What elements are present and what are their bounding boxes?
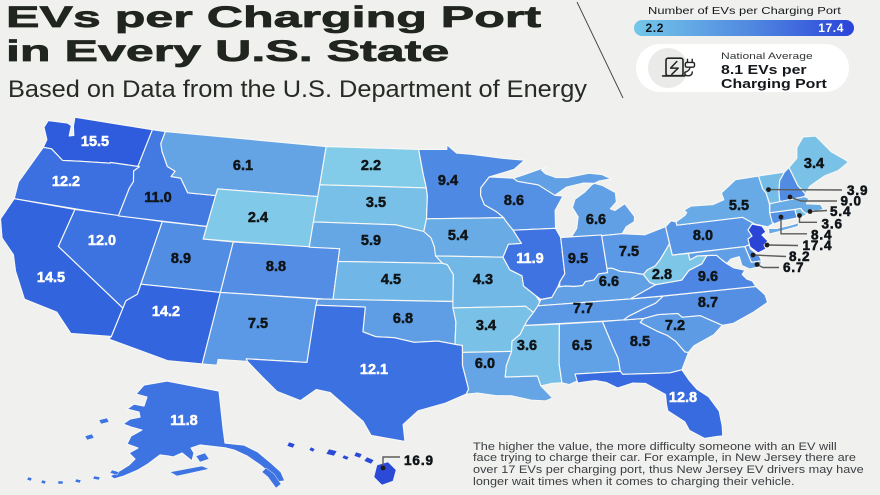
svg-text:8.6: 8.6 — [504, 193, 524, 209]
svg-text:16.9: 16.9 — [404, 453, 434, 468]
svg-text:9.6: 9.6 — [698, 269, 718, 285]
svg-text:6.6: 6.6 — [586, 212, 606, 228]
svg-text:7.5: 7.5 — [248, 316, 268, 332]
svg-text:6.6: 6.6 — [599, 274, 619, 290]
svg-text:2.4: 2.4 — [248, 210, 268, 226]
svg-text:8.0: 8.0 — [693, 228, 713, 244]
svg-text:12.0: 12.0 — [88, 233, 116, 249]
svg-text:12.8: 12.8 — [669, 390, 697, 406]
svg-text:3.5: 3.5 — [366, 195, 386, 211]
svg-text:8.2: 8.2 — [789, 249, 810, 264]
svg-text:6.1: 6.1 — [233, 158, 253, 174]
svg-text:3.9: 3.9 — [847, 183, 868, 198]
svg-text:7.2: 7.2 — [665, 318, 685, 334]
svg-text:6.0: 6.0 — [475, 356, 495, 372]
svg-text:4.5: 4.5 — [381, 272, 401, 288]
svg-text:5.4: 5.4 — [830, 204, 851, 219]
svg-text:7.5: 7.5 — [619, 244, 639, 260]
svg-text:6.8: 6.8 — [393, 311, 413, 327]
svg-text:2.8: 2.8 — [652, 267, 672, 283]
svg-text:3.4: 3.4 — [476, 318, 496, 334]
svg-text:14.5: 14.5 — [37, 270, 65, 286]
svg-text:6.7: 6.7 — [783, 260, 804, 275]
svg-text:9.5: 9.5 — [568, 251, 588, 267]
svg-text:5.5: 5.5 — [729, 198, 749, 214]
svg-text:5.4: 5.4 — [448, 228, 468, 244]
svg-text:15.5: 15.5 — [81, 134, 109, 150]
svg-text:11.9: 11.9 — [516, 251, 543, 267]
svg-text:8.4: 8.4 — [811, 227, 832, 242]
svg-text:12.1: 12.1 — [360, 362, 388, 378]
svg-text:12.2: 12.2 — [52, 174, 80, 190]
svg-text:3.6: 3.6 — [822, 217, 843, 232]
svg-text:11.8: 11.8 — [170, 413, 197, 429]
svg-text:9.4: 9.4 — [438, 173, 458, 189]
svg-text:3.4: 3.4 — [804, 156, 824, 172]
svg-text:8.8: 8.8 — [266, 259, 286, 275]
svg-text:11.0: 11.0 — [144, 190, 171, 206]
svg-text:7.7: 7.7 — [573, 301, 593, 317]
svg-text:4.3: 4.3 — [473, 272, 493, 288]
svg-text:8.7: 8.7 — [698, 295, 718, 311]
svg-text:2.2: 2.2 — [361, 158, 381, 174]
svg-text:9.0: 9.0 — [841, 194, 862, 209]
svg-text:3.6: 3.6 — [517, 338, 537, 354]
svg-text:14.2: 14.2 — [152, 304, 180, 320]
svg-text:6.5: 6.5 — [572, 338, 592, 354]
svg-text:8.5: 8.5 — [630, 334, 650, 350]
svg-text:5.9: 5.9 — [361, 233, 381, 249]
svg-text:8.9: 8.9 — [171, 251, 191, 267]
svg-text:17.4: 17.4 — [803, 238, 833, 253]
